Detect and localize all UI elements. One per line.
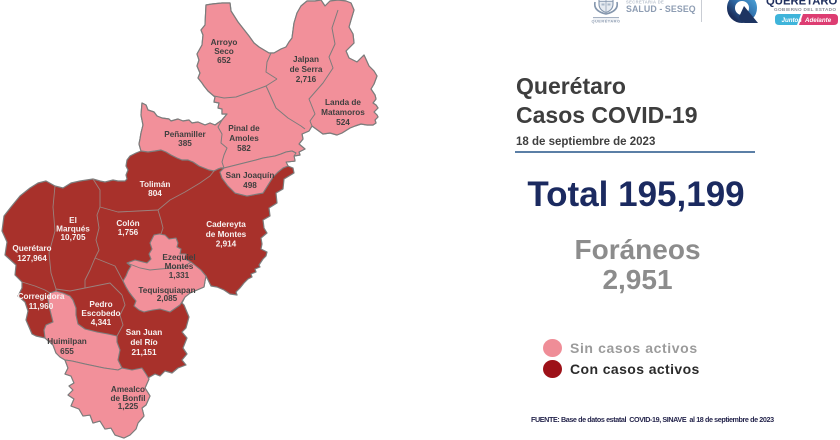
svg-text:804: 804 (148, 189, 162, 198)
svg-text:Juntos: Juntos (782, 17, 803, 24)
svg-text:Huimilpan: Huimilpan (47, 337, 87, 346)
svg-text:Tequisquiapan: Tequisquiapan (138, 286, 195, 295)
svg-text:Pinal de: Pinal de (228, 124, 260, 133)
svg-text:498: 498 (243, 181, 257, 190)
svg-text:Matamoros: Matamoros (321, 108, 365, 117)
svg-text:Amealco: Amealco (111, 385, 145, 394)
svg-text:582: 582 (237, 144, 251, 153)
svg-text:1,331: 1,331 (169, 271, 190, 280)
svg-text:Ezequiel: Ezequiel (162, 253, 195, 262)
svg-text:Arroyo: Arroyo (211, 38, 238, 47)
svg-text:524: 524 (336, 118, 350, 127)
svg-text:127,964: 127,964 (17, 254, 47, 263)
svg-text:del Río: del Río (130, 338, 157, 347)
svg-text:de Serra: de Serra (290, 65, 323, 74)
svg-text:Amoles: Amoles (229, 134, 259, 143)
svg-text:SECRETARIA DE: SECRETARIA DE (626, 0, 664, 5)
svg-text:Seco: Seco (214, 47, 234, 56)
svg-text:Colón: Colón (116, 219, 139, 228)
svg-text:2,085: 2,085 (157, 294, 178, 303)
svg-text:Marqués: Marqués (56, 225, 90, 234)
svg-text:655: 655 (60, 347, 74, 356)
svg-text:Tolimán: Tolimán (140, 180, 171, 189)
svg-text:11,960: 11,960 (29, 302, 54, 311)
svg-text:Adelante: Adelante (804, 17, 832, 24)
svg-text:21,151: 21,151 (131, 348, 156, 357)
svg-text:QUERÉTARO: QUERÉTARO (766, 0, 838, 8)
svg-text:QUERÉTARO: QUERÉTARO (591, 18, 620, 23)
svg-text:San Juan: San Juan (126, 328, 162, 337)
svg-text:1,225: 1,225 (118, 402, 139, 411)
svg-text:de Montes: de Montes (206, 230, 247, 239)
svg-text:San Joaquín: San Joaquín (226, 171, 275, 180)
svg-text:385: 385 (178, 139, 192, 148)
svg-text:Montes: Montes (165, 262, 194, 271)
svg-text:Landa de: Landa de (325, 98, 361, 107)
svg-text:El: El (69, 216, 77, 225)
svg-text:Peñamiller: Peñamiller (164, 130, 206, 139)
svg-text:Pedro: Pedro (89, 300, 112, 309)
svg-text:1,756: 1,756 (118, 228, 139, 237)
svg-text:GOBIERNO DEL ESTADO: GOBIERNO DEL ESTADO (774, 7, 836, 12)
svg-text:2,914: 2,914 (216, 240, 237, 249)
svg-text:10,705: 10,705 (60, 233, 85, 242)
svg-text:Corregidora: Corregidora (18, 292, 65, 301)
svg-text:Querétaro: Querétaro (12, 244, 51, 253)
svg-text:652: 652 (217, 56, 231, 65)
svg-text:2,716: 2,716 (296, 75, 317, 84)
svg-text:SALUD - SESEQ: SALUD - SESEQ (626, 4, 696, 14)
svg-text:Cadereyta: Cadereyta (206, 220, 246, 229)
svg-text:Escobedo: Escobedo (81, 309, 120, 318)
svg-text:4,341: 4,341 (91, 318, 112, 327)
svg-text:de Bonfil: de Bonfil (110, 394, 145, 403)
svg-text:Jalpan: Jalpan (293, 55, 319, 64)
